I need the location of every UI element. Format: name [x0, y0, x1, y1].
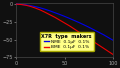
Legend: NME  0.1µF  0.1%, BME  0.1µF  0.1%: NME 0.1µF 0.1%, BME 0.1µF 0.1%: [40, 32, 94, 51]
